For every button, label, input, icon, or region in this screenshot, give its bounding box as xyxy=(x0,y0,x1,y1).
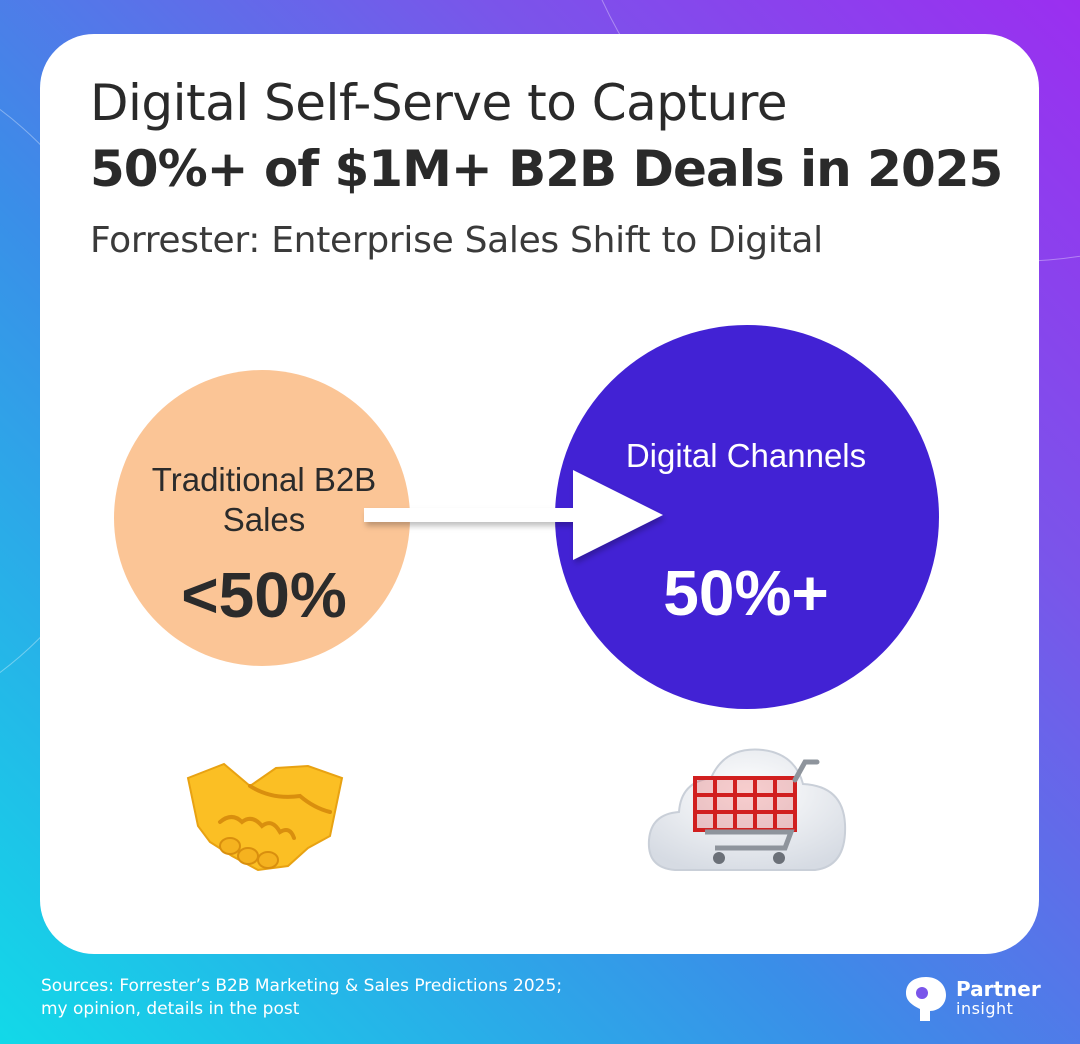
traditional-sales-value: <50% xyxy=(181,559,347,631)
sources-line-1: Sources: Forrester’s B2B Marketing & Sal… xyxy=(41,976,563,996)
logo-subtitle: insight xyxy=(956,999,1014,1018)
shopping-cart-cloud-icon xyxy=(647,748,847,871)
sources-note: Sources: Forrester’s B2B Marketing & Sal… xyxy=(41,975,562,1021)
handshake-icon xyxy=(186,762,344,872)
title-line-2: 50%+ of $1M+ B2B Deals in 2025 xyxy=(90,140,1003,198)
digital-channels-label: Digital Channels xyxy=(625,437,867,474)
subtitle: Forrester: Enterprise Sales Shift to Dig… xyxy=(90,220,823,261)
partner-insight-logo-icon xyxy=(906,977,946,1021)
traditional-sales-label: Traditional B2B Sales xyxy=(151,461,377,538)
digital-channels-value: 50%+ xyxy=(663,557,829,629)
partner-insight-logo: Partner insight xyxy=(904,973,1054,1023)
logo-name: Partner xyxy=(956,977,1041,1001)
arrow-right-icon xyxy=(364,470,663,560)
title-line-1: Digital Self-Serve to Capture xyxy=(90,74,788,132)
traditional-sales-circle xyxy=(114,370,410,666)
sources-line-2: my opinion, details in the post xyxy=(41,999,300,1019)
